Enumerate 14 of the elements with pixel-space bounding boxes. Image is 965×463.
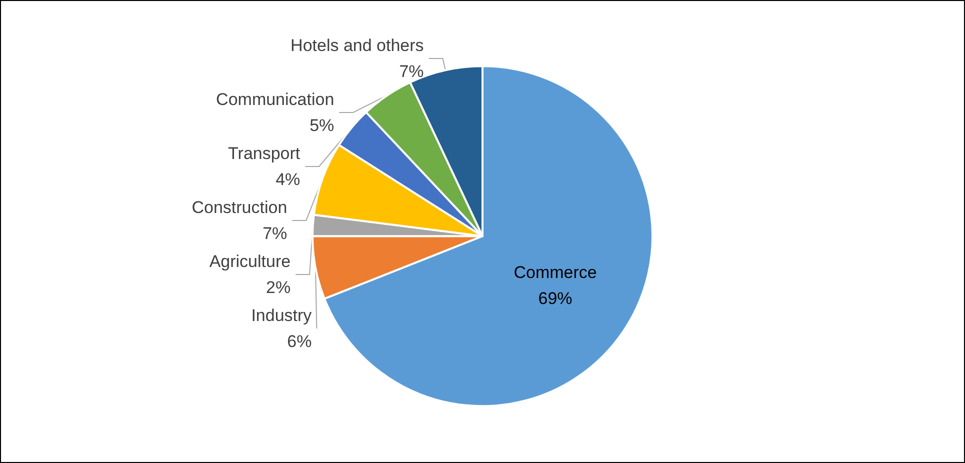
data-label: 7% (262, 224, 288, 243)
data-label: 5% (310, 116, 334, 135)
data-label: 6% (287, 332, 312, 351)
data-label: 2% (266, 278, 291, 297)
data-label: 4% (276, 170, 300, 189)
slice-label: Construction (192, 198, 288, 217)
slice-label: Agriculture (209, 252, 291, 271)
data-label: 7% (399, 62, 424, 81)
slice-label: Hotels and others (290, 36, 424, 55)
slice-label: Transport (228, 144, 300, 163)
slice-label: Commerce (514, 263, 597, 282)
slice-label: Industry (251, 306, 312, 325)
data-label: 69% (538, 289, 572, 308)
slice-label: Communication (216, 90, 334, 109)
